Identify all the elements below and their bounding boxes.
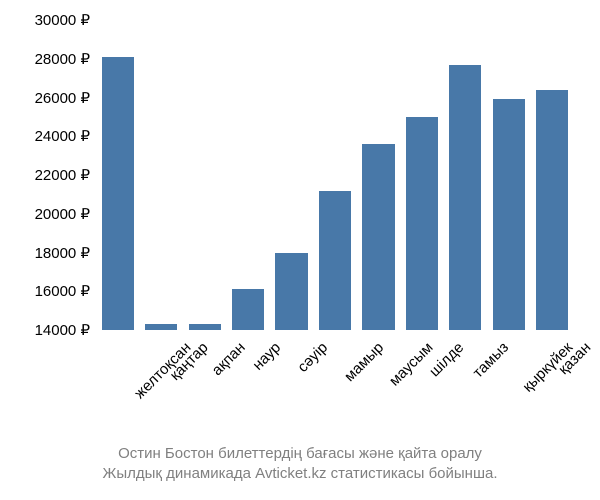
x-label-slot: наур [229, 335, 266, 445]
bar [145, 324, 177, 330]
bar-slot [534, 20, 571, 330]
bars-container [95, 20, 575, 330]
y-tick-label: 28000 ₽ [35, 50, 90, 68]
y-axis: 14000 ₽16000 ₽18000 ₽20000 ₽22000 ₽24000… [0, 20, 90, 330]
x-label-slot: тамыз [447, 335, 484, 445]
x-label-slot: қыркүйек [490, 335, 527, 445]
bar-slot [273, 20, 310, 330]
bar-slot [403, 20, 440, 330]
chart-caption: Остин Бостон билеттердің бағасы және қай… [0, 444, 600, 485]
bar [102, 57, 134, 330]
caption-line-1: Остин Бостон билеттердің бағасы және қай… [0, 444, 600, 464]
bar-slot [99, 20, 136, 330]
caption-line-2: Жылдық динамикада Avticket.kz статистика… [0, 464, 600, 484]
plot-area [95, 20, 575, 330]
bar-slot [447, 20, 484, 330]
bar-slot [186, 20, 223, 330]
x-label-slot: желтоқсан [99, 335, 136, 445]
x-label-slot: шілде [403, 335, 440, 445]
x-axis-labels: желтоқсанқаңтарақпаннаурсәуірмамырмаусым… [95, 335, 575, 445]
bar [189, 324, 221, 330]
bar [406, 117, 438, 330]
bar-slot [490, 20, 527, 330]
y-tick-label: 30000 ₽ [35, 11, 90, 29]
y-tick-label: 16000 ₽ [35, 282, 90, 300]
bar [275, 253, 307, 331]
x-label-slot: маусым [360, 335, 397, 445]
bar [319, 191, 351, 331]
bar [362, 144, 394, 330]
bar [536, 90, 568, 330]
x-label-slot: мамыр [316, 335, 353, 445]
price-chart: 14000 ₽ 16000 ₽ 18000 ₽ 20000 ₽ 22000 ₽ 24000… [0, 0, 600, 500]
bar-slot [316, 20, 353, 330]
y-tick-label: 20000 ₽ [35, 205, 90, 223]
y-tick-label: 14000 ₽ [35, 321, 90, 339]
bar-slot [360, 20, 397, 330]
x-label-slot: қазан [534, 335, 571, 445]
bar [449, 65, 481, 330]
y-tick-label: 18000 ₽ [35, 244, 90, 262]
y-tick-label: 26000 ₽ [35, 89, 90, 107]
bar-slot [229, 20, 266, 330]
x-tick-label: қазан [555, 339, 594, 378]
bar-slot [142, 20, 179, 330]
x-label-slot: сәуір [273, 335, 310, 445]
y-tick-label: 24000 ₽ [35, 127, 90, 145]
y-tick-label: 22000 ₽ [35, 166, 90, 184]
x-label-slot: қаңтар [142, 335, 179, 445]
x-label-slot: ақпан [186, 335, 223, 445]
bar [232, 289, 264, 330]
bar [493, 99, 525, 330]
